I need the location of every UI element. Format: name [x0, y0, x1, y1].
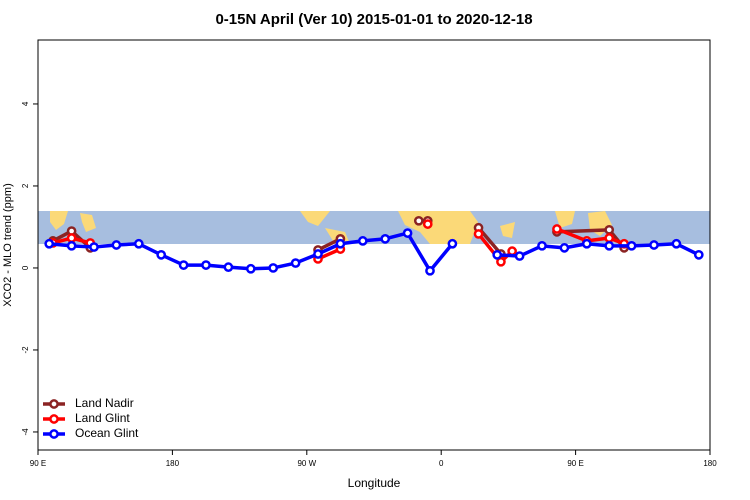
- series-point: [604, 233, 615, 243]
- series-point: [514, 251, 525, 261]
- series-point: [413, 215, 424, 226]
- legend-point: [49, 429, 59, 439]
- series-point: [268, 263, 279, 273]
- series-point: [66, 240, 77, 251]
- plot-frame: [37, 39, 711, 451]
- x-tick-label: 0: [439, 459, 444, 468]
- y-axis-label: XCO2 - MLO trend (ppm): [2, 183, 14, 306]
- series-point: [156, 249, 167, 260]
- series-point: [111, 240, 122, 250]
- series-point: [422, 219, 433, 229]
- series-point: [496, 256, 506, 267]
- series-point: [447, 238, 458, 249]
- series-point: [223, 262, 234, 272]
- series-point: [693, 249, 704, 260]
- y-tick-label: -4: [21, 428, 30, 436]
- y-tick-label: 2: [21, 183, 30, 188]
- x-axis-label: Longitude: [348, 476, 401, 490]
- series-point: [402, 228, 413, 238]
- y-tick-label: 4: [21, 101, 30, 106]
- series-point: [313, 249, 323, 259]
- legend-point: [49, 414, 59, 424]
- series-point: [507, 246, 517, 256]
- series-point: [290, 258, 301, 268]
- series-line: [497, 242, 700, 258]
- x-tick-label: 90 W: [297, 459, 316, 468]
- series-point: [357, 236, 368, 246]
- series-point: [133, 238, 144, 249]
- series-point: [425, 265, 435, 276]
- legend-label: Ocean Glint: [75, 426, 139, 440]
- series-line: [556, 227, 625, 246]
- legend-label: Land Glint: [75, 411, 130, 425]
- series-point: [473, 229, 484, 239]
- legend-label: Land Nadir: [75, 396, 134, 410]
- y-tick-label: -2: [21, 346, 30, 354]
- series-point: [89, 242, 99, 252]
- series-point: [44, 238, 55, 249]
- series-point: [380, 234, 391, 244]
- series-point: [201, 260, 211, 270]
- legend-point: [49, 399, 59, 409]
- series-point: [335, 238, 346, 249]
- series-point: [671, 238, 682, 249]
- x-tick-label: 180: [166, 459, 180, 468]
- series-point: [537, 240, 547, 251]
- chart-title: 0-15N April (Ver 10) 2015-01-01 to 2020-…: [215, 11, 532, 28]
- series-point: [604, 240, 615, 251]
- series-point: [552, 224, 562, 234]
- series-point: [66, 233, 77, 243]
- series-point: [604, 224, 615, 235]
- series-point: [649, 240, 659, 250]
- series-point: [245, 263, 256, 274]
- x-tick-label: 90 E: [30, 459, 46, 468]
- series-point: [581, 238, 592, 249]
- x-tick-label: 90 E: [567, 459, 583, 468]
- x-tick-label: 180: [703, 459, 717, 468]
- series-point: [492, 249, 503, 260]
- series-point: [178, 260, 189, 270]
- y-tick-label: 0: [21, 265, 30, 270]
- series-point: [559, 243, 570, 253]
- series-point: [626, 240, 637, 251]
